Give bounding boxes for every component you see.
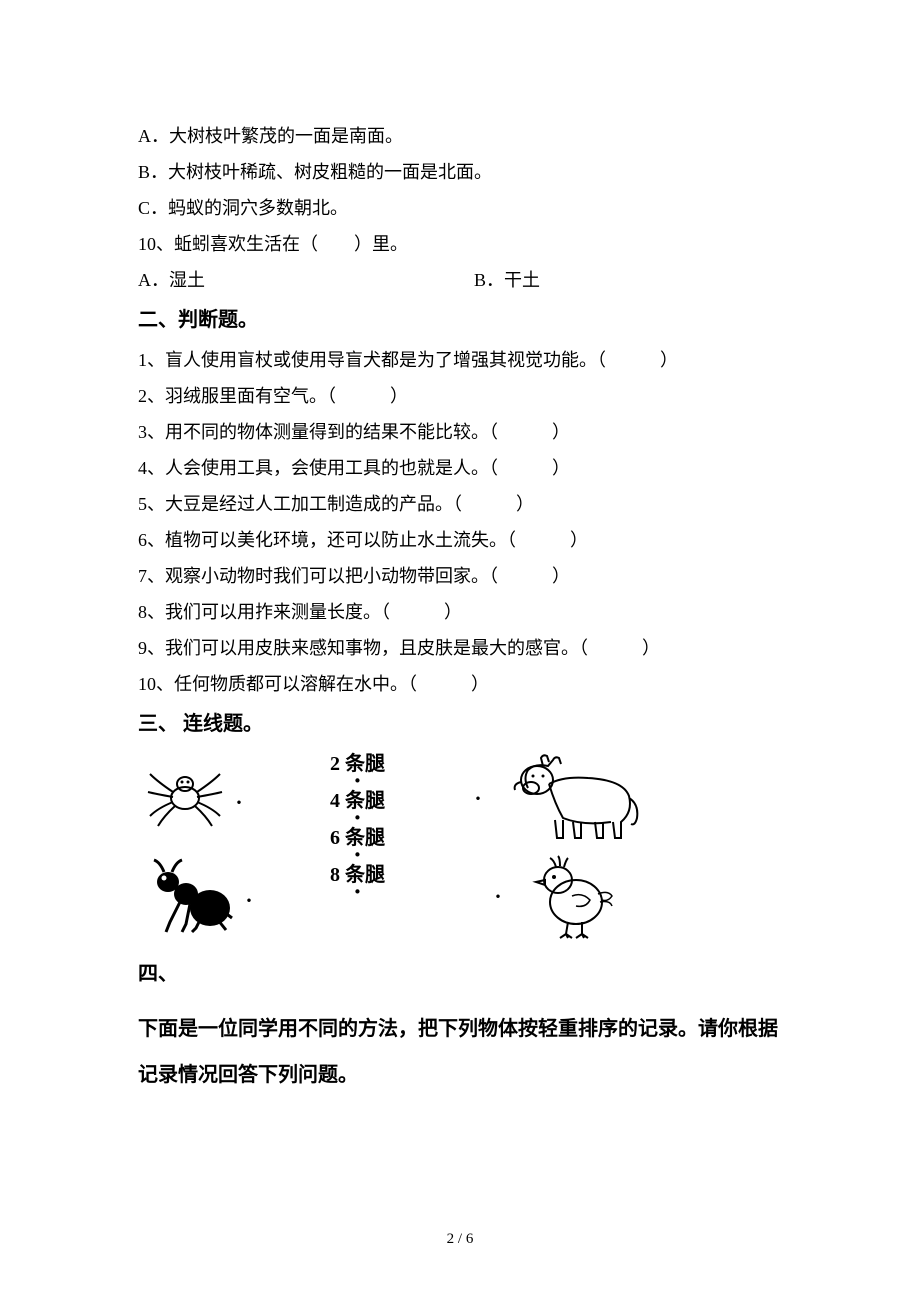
- legs-column: 2 条腿· 4 条腿· 6 条腿· 8 条腿·: [330, 752, 385, 900]
- judge-item: 6、植物可以美化环境，还可以防止水土流失。（ ）: [138, 522, 782, 558]
- judge-item: 9、我们可以用皮肤来感知事物，且皮肤是最大的感官。（ ）: [138, 630, 782, 666]
- spider-icon: [146, 764, 224, 837]
- legs-option: 2 条腿·: [330, 752, 385, 787]
- option-b: B．大树枝叶稀疏、树皮粗糙的一面是北面。: [138, 154, 782, 190]
- connect-dot: ·: [234, 786, 244, 820]
- judge-item: 2、羽绒服里面有空气。（ ）: [138, 378, 782, 414]
- judge-item: 1、盲人使用盲杖或使用导盲犬都是为了增强其视觉功能。（ ）: [138, 342, 782, 378]
- q10-options: A．湿土 B．干土: [138, 262, 782, 298]
- option-c: C．蚂蚁的洞穴多数朝北。: [138, 190, 782, 226]
- connect-dot: ·: [244, 884, 254, 918]
- q10-stem: 10、蚯蚓喜欢生活在（ ）里。: [138, 226, 782, 262]
- legs-option: 4 条腿·: [330, 789, 385, 824]
- section2-heading: 二、判断题。: [138, 298, 782, 342]
- page-number: 2 / 6: [0, 1231, 920, 1248]
- connect-dot: ·: [473, 782, 483, 816]
- option-a: A．大树枝叶繁茂的一面是南面。: [138, 118, 782, 154]
- judge-item: 5、大豆是经过人工加工制造成的产品。（ ）: [138, 486, 782, 522]
- legs-option: 8 条腿·: [330, 863, 385, 898]
- legs-option: 6 条腿·: [330, 826, 385, 861]
- chick-icon: [528, 852, 618, 947]
- judge-item: 8、我们可以用拃来测量长度。（ ）: [138, 594, 782, 630]
- cow-icon: [493, 748, 643, 853]
- ant-icon: [146, 858, 234, 939]
- judge-item: 7、观察小动物时我们可以把小动物带回家。（ ）: [138, 558, 782, 594]
- section4-heading: 四、: [138, 952, 782, 996]
- connect-dot: ·: [493, 880, 503, 914]
- section3-heading: 三、 连线题。: [138, 702, 782, 746]
- q10-option-b: B．干土: [474, 262, 540, 298]
- judge-item: 4、人会使用工具，会使用工具的也就是人。（ ）: [138, 450, 782, 486]
- matching-diagram: · · 2 条腿· 4 条腿· 6 条腿· 8: [138, 752, 658, 952]
- judge-item: 10、任何物质都可以溶解在水中。（ ）: [138, 666, 782, 702]
- section4-text: 下面是一位同学用不同的方法，把下列物体按轻重排序的记录。请你根据记录情况回答下列…: [138, 1006, 782, 1098]
- q10-option-a: A．湿土: [138, 262, 474, 298]
- judge-item: 3、用不同的物体测量得到的结果不能比较。（ ）: [138, 414, 782, 450]
